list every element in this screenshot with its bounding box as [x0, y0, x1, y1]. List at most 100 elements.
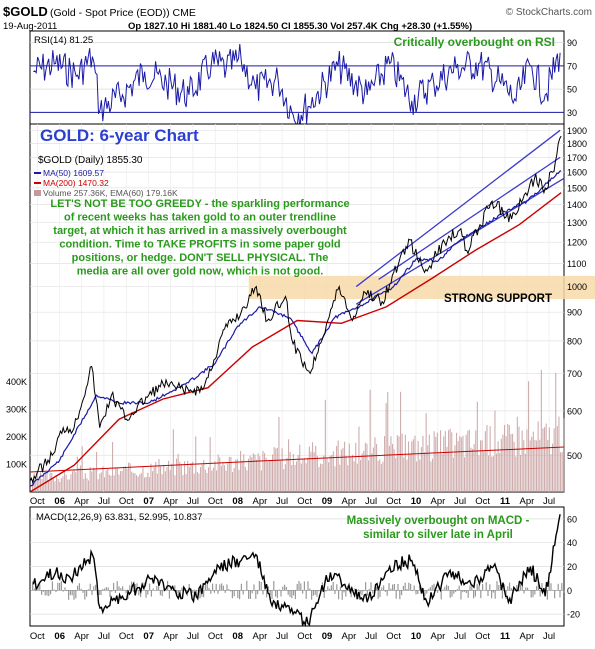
rsi-annotation: Critically overbought on RSI: [394, 35, 555, 49]
macd-histogram-bar: [239, 590, 241, 600]
volume-bar: [91, 471, 93, 492]
macd-histogram-bar: [217, 590, 219, 594]
volume-bar: [294, 464, 296, 492]
volume-bar: [416, 461, 418, 492]
volume-tick-label: 100K: [6, 460, 27, 470]
volume-bar: [153, 467, 155, 492]
macd-histogram-bar: [411, 590, 413, 592]
macd-histogram-bar: [311, 590, 313, 600]
date-tick-label: Apr: [431, 631, 446, 642]
volume-bar: [323, 455, 325, 492]
volume-tick-label: 400K: [6, 377, 27, 387]
macd-histogram-bar: [309, 588, 311, 591]
macd-histogram-bar: [176, 590, 178, 594]
macd-histogram-bar: [296, 584, 298, 591]
volume-bar: [257, 453, 259, 492]
volume-bar: [264, 453, 266, 492]
volume-bar: [331, 454, 333, 492]
volume-bar: [310, 451, 312, 492]
volume-bar: [510, 433, 512, 492]
volume-bar: [252, 453, 254, 492]
volume-bar: [336, 446, 338, 492]
macd-histogram-bar: [159, 590, 161, 596]
macd-histogram-bar: [147, 590, 149, 595]
volume-bar: [422, 435, 424, 492]
macd-histogram-bar: [379, 590, 381, 598]
volume-bar: [558, 416, 560, 492]
volume-bar: [561, 452, 563, 492]
macd-histogram-bar: [140, 590, 142, 598]
macd-histogram-bar: [44, 590, 46, 596]
macd-histogram-bar: [474, 590, 476, 597]
volume-bar: [65, 474, 67, 492]
volume-bar: [361, 453, 363, 492]
volume-bar: [248, 458, 250, 492]
macd-histogram-bar: [329, 588, 331, 591]
volume-bar: [548, 427, 550, 492]
volume-bar: [342, 448, 344, 492]
macd-panel: -20 0 20 40 60 MACD(12,26,9) 63.831, 52.995,…: [29, 506, 580, 628]
macd-histogram-bar: [120, 588, 122, 591]
volume-bar: [332, 451, 334, 492]
macd-histogram-bar: [541, 583, 543, 591]
volume-bar: [425, 413, 427, 492]
volume-bar: [200, 467, 202, 492]
macd-histogram-bar: [561, 583, 563, 591]
volume-bar: [187, 460, 189, 492]
volume-bar: [435, 436, 437, 492]
volume-bar: [518, 426, 520, 492]
macd-histogram-bar: [446, 584, 448, 591]
volume-bar: [249, 455, 251, 492]
volume-bar: [526, 429, 528, 492]
date-tick-label: Jul: [543, 496, 555, 507]
macd-histogram-bar: [433, 583, 435, 591]
volume-bar: [486, 424, 488, 492]
volume-bar: [56, 476, 58, 492]
date-tick-label: Apr: [520, 496, 535, 507]
date-tick-label: Apr: [74, 631, 89, 642]
macd-histogram-bar: [361, 590, 363, 596]
macd-histogram-bar: [393, 584, 395, 591]
macd-histogram-bar: [307, 581, 309, 591]
volume-bar: [259, 456, 261, 492]
volume-bar: [308, 446, 310, 492]
volume-bar: [350, 457, 352, 492]
legend: $GOLD (Daily) 1855.30 MA(50) 1609.57 MA(…: [34, 155, 178, 198]
price-tick-label: 1200: [567, 238, 587, 248]
volume-bar: [214, 461, 216, 492]
volume-bar: [177, 453, 179, 492]
macd-histogram-bar: [536, 586, 538, 591]
volume-bar: [203, 460, 205, 492]
volume-bar: [444, 431, 446, 492]
volume-bar: [182, 474, 184, 492]
date-tick-label: Jul: [454, 631, 466, 642]
volume-bar: [414, 435, 416, 492]
macd-histogram-bar: [237, 590, 239, 598]
macd-histogram-bar: [458, 585, 460, 591]
volume-bar: [156, 473, 158, 492]
volume-bar: [164, 471, 166, 492]
macd-histogram-bar: [260, 582, 262, 591]
volume-bar: [374, 437, 376, 492]
macd-histogram-bar: [253, 584, 255, 591]
macd-histogram-bar: [303, 581, 305, 591]
macd-histogram-bar: [406, 588, 408, 591]
macd-histogram-bar: [199, 590, 201, 599]
volume-bar: [523, 440, 525, 492]
date-tick-label: Apr: [342, 631, 357, 642]
macd-histogram-bar: [354, 588, 356, 591]
macd-histogram-bar: [510, 588, 512, 591]
macd-histogram-bar: [476, 583, 478, 591]
volume-bar: [36, 472, 38, 492]
volume-bar: [326, 458, 328, 492]
price-tick-label: 1300: [567, 218, 587, 228]
macd-histogram-bar: [471, 584, 473, 591]
macd-histogram-bar: [338, 590, 340, 600]
volume-bar: [144, 477, 146, 492]
macd-histogram-bar: [145, 590, 147, 598]
volume-bar: [516, 416, 518, 492]
macd-histogram-bar: [557, 583, 559, 591]
volume-bar: [432, 458, 434, 492]
macd-histogram-bar: [59, 582, 61, 591]
volume-bar: [196, 471, 198, 492]
